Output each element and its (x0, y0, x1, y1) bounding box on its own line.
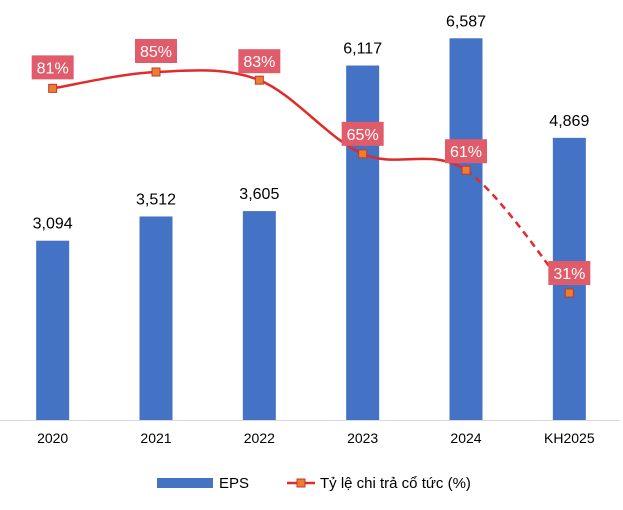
x-tick-label: KH2025 (544, 430, 595, 446)
x-tick-label: 2020 (37, 430, 68, 446)
legend: EPS Tỷ lệ chi trả cổ tức (%) (157, 475, 471, 492)
payout-marker (461, 165, 471, 175)
payout-ratio-line (52, 69, 467, 172)
payout-marker (564, 288, 574, 298)
payout-label-box (238, 49, 281, 74)
payout-label-box (548, 261, 591, 285)
payout-value-label: 65% (347, 127, 379, 144)
payout-marker (48, 83, 58, 93)
x-tick-label: 2024 (450, 430, 481, 446)
eps-value-label: 3,094 (33, 216, 73, 233)
payout-value-label: 31% (553, 266, 585, 283)
eps-value-label: 6,587 (446, 13, 486, 30)
legend-payout-label: Tỷ lệ chi trả cổ tức (%) (320, 475, 471, 492)
payout-label-box (31, 55, 74, 80)
eps-value-label: 4,869 (549, 113, 589, 130)
bars-layer: 3,094 3,512 3,605 6,117 6,587 4,869 (33, 13, 589, 421)
eps-bar-2024 (449, 38, 483, 420)
payout-label-box (445, 139, 487, 164)
payout-marker (151, 67, 161, 77)
payout-value-label: 61% (450, 144, 482, 161)
x-tick-label: 2022 (244, 430, 275, 446)
legend-payout-marker (296, 478, 306, 488)
eps-value-label: 3,605 (239, 186, 279, 203)
eps-value-label: 6,117 (343, 41, 382, 58)
payout-label-box (135, 39, 177, 63)
payout-value-label: 83% (243, 54, 275, 71)
eps-bar-2023 (346, 65, 380, 421)
x-tick-label: 2023 (347, 430, 378, 446)
x-tick-label: 2021 (140, 430, 171, 446)
legend-eps-swatch (157, 478, 213, 488)
ticks-layer: 2020 2021 2022 2023 2024 KH2025 (37, 430, 595, 446)
legend-eps-label: EPS (219, 475, 249, 492)
payout-label-box (341, 121, 384, 146)
eps-bar-2021 (139, 216, 173, 420)
eps-value-label: 3,512 (136, 191, 176, 208)
payout-marker (254, 75, 264, 85)
payout-marker (358, 149, 368, 159)
line-layer: 81% 85% 83% 65% 61% 31% (31, 39, 591, 298)
eps-bar-2020 (36, 240, 70, 420)
payout-value-label: 85% (140, 44, 172, 61)
eps-bar-2022 (242, 211, 276, 420)
payout-value-label: 81% (37, 60, 69, 77)
